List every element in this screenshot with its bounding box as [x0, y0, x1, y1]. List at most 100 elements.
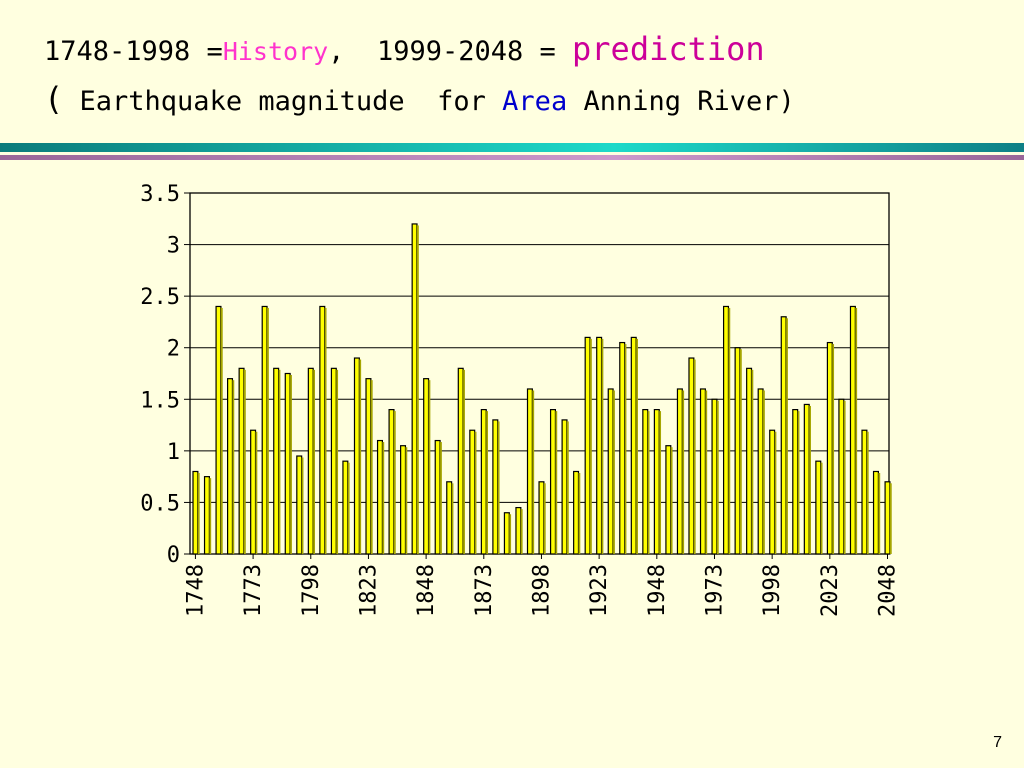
bar-face — [676, 388, 683, 555]
y-tick-label: 0.5 — [140, 491, 180, 516]
y-tick-label: 2.5 — [140, 285, 180, 310]
bar-side — [220, 307, 223, 554]
bar-side — [347, 462, 350, 554]
bar — [284, 372, 292, 555]
bar-side — [509, 514, 512, 554]
x-tick-label: 2023 — [818, 564, 843, 617]
title-history-range: 1748-1998 = — [44, 36, 223, 67]
bar-side — [336, 369, 339, 554]
bar — [838, 398, 846, 555]
bar-face — [792, 409, 799, 555]
bar-side — [313, 369, 315, 554]
bar-side — [359, 359, 362, 554]
bar-face — [307, 367, 314, 555]
x-tick-label: 1973 — [702, 564, 727, 617]
bar — [492, 419, 500, 555]
x-axis-ticks: 1748 1773 1798 1823 1848 1873 1898 1923 1948 1973… — [183, 554, 901, 617]
x-tick-label: 1998 — [760, 564, 785, 617]
bar — [746, 367, 754, 555]
y-tick-label: 1.5 — [140, 388, 180, 413]
bar — [584, 336, 592, 555]
bar-face — [515, 506, 522, 555]
bar — [203, 476, 212, 555]
bar-face — [884, 481, 891, 555]
bar-face — [849, 305, 856, 555]
bar-face — [423, 378, 430, 555]
bar — [711, 398, 719, 555]
bar — [734, 347, 742, 555]
bar-side — [716, 400, 719, 554]
bar — [307, 367, 315, 555]
bar — [826, 341, 835, 555]
bar — [480, 409, 489, 555]
bar — [676, 388, 685, 555]
title-prediction-word: prediction — [572, 30, 765, 68]
bar-side — [809, 405, 811, 554]
bar — [792, 409, 800, 555]
bar — [515, 506, 523, 555]
bar-face — [734, 347, 741, 555]
bar-side — [601, 338, 604, 554]
bar-face — [549, 409, 557, 555]
bar-side — [370, 380, 373, 554]
x-tick-label: 1948 — [645, 564, 670, 617]
bar-side — [843, 400, 846, 554]
bar-face — [699, 388, 706, 555]
bar-side — [555, 411, 558, 554]
bar-side — [440, 442, 442, 554]
bar — [872, 470, 881, 555]
bar-side — [751, 369, 754, 554]
bar-side — [705, 390, 708, 554]
title-line-1: 1748-1998 =History, 1999-2048 = predicti… — [44, 30, 765, 68]
bar-face — [457, 367, 464, 555]
bar-side — [209, 478, 212, 554]
bar-side — [613, 390, 615, 554]
bar — [446, 481, 454, 555]
bar-face — [780, 316, 787, 555]
bar-face — [284, 372, 291, 555]
bar — [400, 445, 408, 555]
bar — [215, 305, 223, 555]
bar-face — [826, 341, 833, 555]
bar-face — [353, 357, 360, 555]
bar — [330, 367, 339, 555]
bar — [296, 455, 304, 555]
bar-side — [474, 431, 477, 554]
bar-face — [573, 470, 580, 555]
y-tick-label: 2 — [167, 337, 180, 362]
bar-side — [624, 344, 627, 554]
title-history-word: History — [222, 37, 329, 66]
bar-face — [653, 409, 660, 555]
x-tick-label: 1848 — [414, 564, 439, 617]
bar-face — [688, 357, 695, 555]
bar-side — [797, 411, 800, 554]
bar-face — [722, 305, 730, 555]
bar-side — [763, 390, 765, 554]
title-open-paren: ( — [44, 80, 64, 118]
bar — [757, 388, 765, 555]
bar-side — [739, 349, 742, 554]
bar-face — [446, 481, 453, 555]
bar-face — [538, 481, 545, 555]
bar-side — [382, 442, 385, 554]
bar — [769, 429, 777, 555]
bar-face — [607, 388, 614, 555]
bar-face — [492, 419, 499, 555]
bar-face — [365, 378, 372, 555]
bar — [884, 481, 892, 555]
bar — [653, 409, 662, 555]
title-subject: Earthquake magnitude for — [63, 86, 503, 117]
bar-side — [267, 307, 269, 554]
bar — [376, 439, 385, 555]
bar-face — [238, 367, 245, 555]
bar — [503, 512, 512, 555]
bar-side — [832, 344, 835, 554]
bar — [388, 409, 396, 555]
bar-side — [590, 338, 592, 554]
bar-side — [774, 431, 777, 554]
bar-face — [388, 409, 395, 555]
bar-face — [596, 336, 603, 555]
x-tick-label: 1873 — [472, 564, 497, 617]
bar-side — [647, 411, 650, 554]
y-tick-label: 3 — [167, 234, 180, 259]
